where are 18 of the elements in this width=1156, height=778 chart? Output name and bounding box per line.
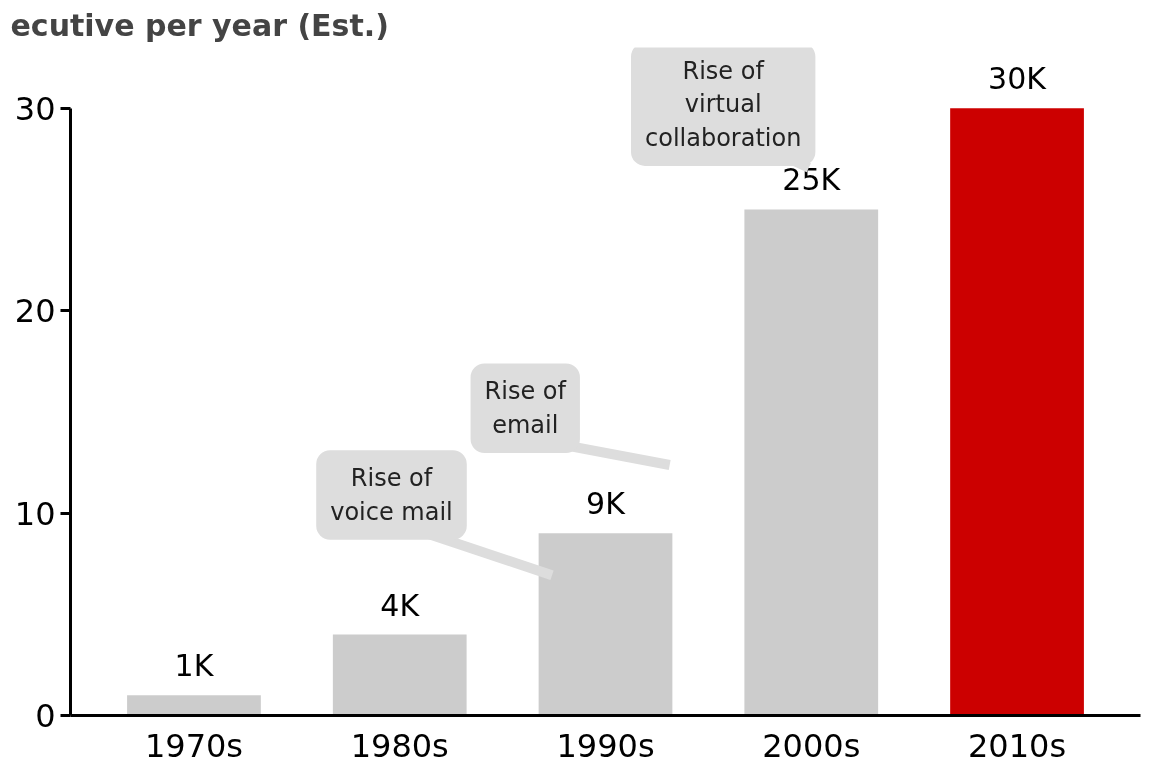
data-label: 9K [586, 486, 627, 522]
data-label: 25K [782, 162, 842, 198]
x-tick-label: 1970s [144, 726, 244, 765]
annotation: Rise of email [484, 377, 567, 440]
y-tick-label: 30 [14, 89, 56, 128]
data-label: 30K [988, 61, 1048, 97]
y-tick-label: 10 [14, 494, 56, 533]
x-tick-label: 2000s [762, 726, 861, 765]
x-tick-label: 1980s [350, 726, 449, 765]
x-tick-label: 1990s [556, 726, 655, 765]
y-tick-label: 20 [14, 292, 56, 331]
data-label: 4K [380, 587, 421, 623]
chart-title: ecutive per year (Est.) [10, 7, 389, 43]
data-label: 1K [174, 648, 215, 684]
annotation: Rise of voice mail [330, 464, 453, 526]
y-tick-label: 0 [35, 697, 56, 735]
annotation: Rise of virtual collaboration [645, 56, 802, 152]
x-tick-label: 2010s [967, 726, 1067, 765]
